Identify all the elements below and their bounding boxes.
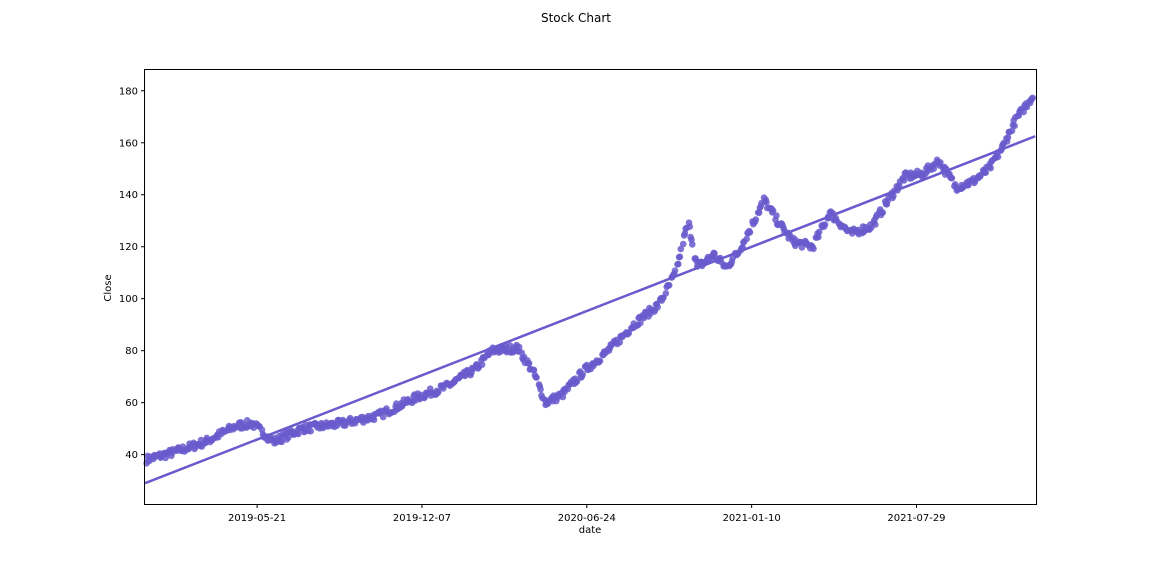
y-tick-label: 120 xyxy=(119,242,138,253)
plot-frame xyxy=(144,69,1037,505)
data-point xyxy=(879,209,886,216)
y-tick-label: 60 xyxy=(125,398,138,409)
data-point xyxy=(579,370,586,378)
y-axis-label: Close xyxy=(103,274,114,301)
x-axis-label: date xyxy=(579,525,602,536)
y-tick-label: 140 xyxy=(119,190,138,201)
data-point xyxy=(654,303,661,311)
x-tick-label: 2021-01-10 xyxy=(723,513,781,524)
y-tick-label: 180 xyxy=(119,86,138,97)
data-point xyxy=(815,233,822,241)
data-point xyxy=(677,245,685,253)
data-point xyxy=(746,229,754,236)
data-point xyxy=(616,339,624,346)
data-point xyxy=(676,253,684,261)
data-point xyxy=(1004,134,1012,141)
data-point xyxy=(752,216,760,223)
data-point xyxy=(573,378,581,385)
x-tick-label: 2021-07-29 xyxy=(887,513,945,524)
data-point xyxy=(530,366,538,374)
data-point xyxy=(537,386,544,393)
data-point xyxy=(872,221,879,228)
data-point xyxy=(637,319,644,327)
data-point xyxy=(679,240,687,248)
data-point xyxy=(525,360,533,367)
data-point xyxy=(278,438,286,446)
data-point xyxy=(533,374,540,381)
y-tick-label: 100 xyxy=(119,294,138,305)
data-point xyxy=(478,361,486,369)
regression-line-group xyxy=(144,135,1036,485)
scatter-points xyxy=(143,94,1036,467)
x-tick-label: 2019-12-07 xyxy=(393,513,451,524)
chart-title: Stock Chart xyxy=(541,11,611,25)
data-point xyxy=(982,169,989,176)
data-point xyxy=(295,430,302,438)
data-point xyxy=(689,241,696,248)
data-point xyxy=(307,427,315,435)
data-point xyxy=(769,207,777,214)
data-point xyxy=(1011,122,1018,130)
data-point xyxy=(821,221,829,228)
data-point xyxy=(370,416,378,424)
y-tick-label: 80 xyxy=(125,346,138,357)
y-axis-ticks: 40 60 80 100 120 140 160 180 xyxy=(119,86,145,461)
data-point xyxy=(515,343,523,351)
data-point xyxy=(763,199,770,206)
y-tick-label: 40 xyxy=(125,450,138,461)
regression-line xyxy=(144,135,1036,485)
data-point xyxy=(773,212,780,219)
data-point xyxy=(937,159,944,166)
data-point xyxy=(379,413,387,421)
data-point xyxy=(900,177,908,184)
data-point xyxy=(890,192,897,200)
data-point xyxy=(994,153,1002,161)
data-point xyxy=(686,223,694,230)
data-point xyxy=(815,228,823,236)
data-point xyxy=(743,235,750,243)
data-point xyxy=(1008,127,1016,135)
x-axis-ticks: 2019-05-21 2019-12-07 2020-06-24 2021-01-10… xyxy=(228,504,946,524)
data-point xyxy=(948,174,956,182)
data-point xyxy=(665,281,673,289)
data-point xyxy=(755,209,763,216)
data-point xyxy=(675,260,682,268)
data-point xyxy=(987,164,994,172)
data-point xyxy=(671,267,679,274)
data-point xyxy=(810,245,817,253)
data-point xyxy=(435,388,442,396)
data-point xyxy=(662,290,670,297)
data-point xyxy=(596,357,604,365)
y-tick-label: 160 xyxy=(119,138,138,149)
x-tick-label: 2020-06-24 xyxy=(558,513,616,524)
x-tick-label: 2019-05-21 xyxy=(228,513,286,524)
data-point xyxy=(1029,94,1036,102)
